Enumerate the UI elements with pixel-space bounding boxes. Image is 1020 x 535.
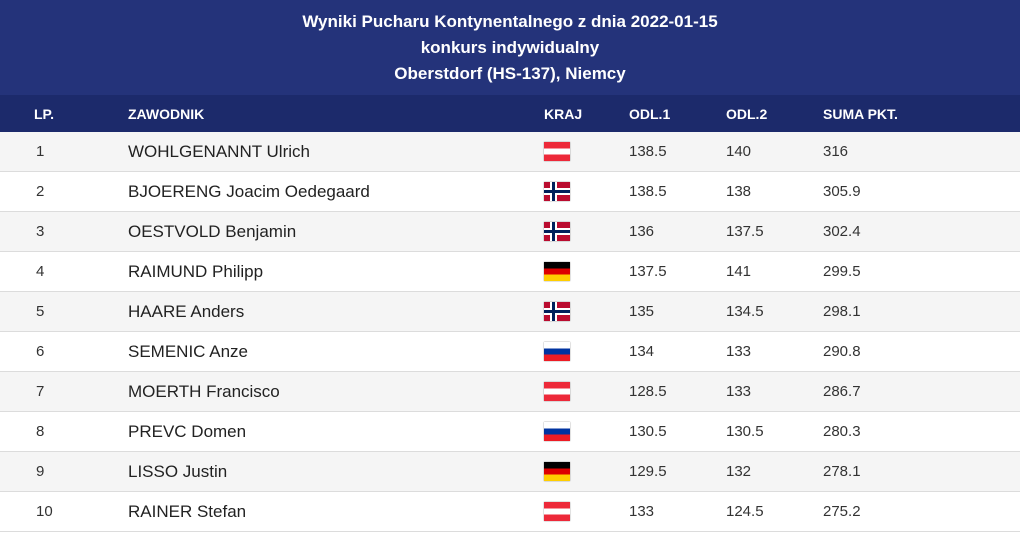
jump1-cell: 128.5 <box>629 383 667 400</box>
jump2-cell: 140 <box>726 143 752 160</box>
table-row: 9 LISSO Justin 129.5 132 278.1 <box>0 452 1020 492</box>
total-cell: 290.8 <box>823 343 861 360</box>
austria-flag-icon <box>544 502 570 521</box>
rank-cell: 1 <box>36 143 45 160</box>
athlete-name[interactable]: RAINER Stefan <box>128 501 247 521</box>
total-cell: 280.3 <box>823 423 861 440</box>
table-row: 2 BJOERENG Joacim Oedegaard 138.5 138 30… <box>0 172 1020 212</box>
jump1-cell: 133 <box>629 503 655 520</box>
total-cell: 298.1 <box>823 303 861 320</box>
athlete-name[interactable]: OESTVOLD Benjamin <box>128 221 297 241</box>
slovenia-flag-icon <box>544 422 570 441</box>
rank-cell: 10 <box>36 503 53 520</box>
table-row: 1 WOHLGENANNT Ulrich 138.5 140 316 <box>0 132 1020 172</box>
athlete-name[interactable]: MOERTH Francisco <box>128 381 280 401</box>
results-title: Wyniki Pucharu Kontynentalnego z dnia 20… <box>302 12 718 31</box>
athlete-name[interactable]: RAIMUND Philipp <box>128 261 264 281</box>
jump2-cell: 130.5 <box>726 423 764 440</box>
rank-cell: 7 <box>36 383 45 400</box>
table-header: LP. ZAWODNIK KRAJ ODL.1 ODL.2 SUMA PKT. <box>0 95 1020 132</box>
germany-flag-icon <box>544 462 570 481</box>
jump2-cell: 133 <box>726 383 752 400</box>
country-cell <box>544 422 629 441</box>
table-row: 10 RAINER Stefan 133 124.5 275.2 <box>0 492 1020 532</box>
athlete-name[interactable]: PREVC Domen <box>128 421 247 441</box>
jump2-cell: 134.5 <box>726 303 764 320</box>
rank-cell: 2 <box>36 183 45 200</box>
athlete-name[interactable]: HAARE Anders <box>128 301 245 321</box>
jump1-cell: 130.5 <box>629 423 667 440</box>
col-header-name: ZAWODNIK <box>128 105 205 122</box>
country-cell <box>544 182 629 201</box>
germany-flag-icon <box>544 262 570 281</box>
competition-type: konkurs indywidualny <box>420 38 600 57</box>
athlete-name[interactable]: SEMENIC Anze <box>128 341 248 361</box>
rank-cell: 4 <box>36 263 45 280</box>
country-cell <box>544 342 629 361</box>
jump1-cell: 129.5 <box>629 463 667 480</box>
country-cell <box>544 302 629 321</box>
results-table-body: 1 WOHLGENANNT Ulrich 138.5 140 316 2 BJO… <box>0 132 1020 532</box>
total-cell: 305.9 <box>823 183 861 200</box>
rank-cell: 8 <box>36 423 45 440</box>
country-cell <box>544 262 629 281</box>
table-row: 5 HAARE Anders 135 134.5 298.1 <box>0 292 1020 332</box>
jump1-cell: 138.5 <box>629 143 667 160</box>
jump1-cell: 134 <box>629 343 655 360</box>
athlete-name[interactable]: BJOERENG Joacim Oedegaard <box>128 181 370 201</box>
jump1-cell: 136 <box>629 223 655 240</box>
norway-flag-icon <box>544 182 570 201</box>
jump2-cell: 124.5 <box>726 503 764 520</box>
country-cell <box>544 142 629 161</box>
country-cell <box>544 462 629 481</box>
total-cell: 302.4 <box>823 223 861 240</box>
rank-cell: 9 <box>36 463 45 480</box>
table-row: 6 SEMENIC Anze 134 133 290.8 <box>0 332 1020 372</box>
rank-cell: 3 <box>36 223 45 240</box>
rank-cell: 5 <box>36 303 45 320</box>
total-cell: 275.2 <box>823 503 861 520</box>
jump1-cell: 138.5 <box>629 183 667 200</box>
table-row: 7 MOERTH Francisco 128.5 133 286.7 <box>0 372 1020 412</box>
col-header-total: SUMA PKT. <box>823 105 898 122</box>
jump2-cell: 137.5 <box>726 223 764 240</box>
jump2-cell: 138 <box>726 183 752 200</box>
rank-cell: 6 <box>36 343 45 360</box>
norway-flag-icon <box>544 302 570 321</box>
col-header-country: KRAJ <box>544 105 583 122</box>
jump1-cell: 137.5 <box>629 263 667 280</box>
table-row: 3 OESTVOLD Benjamin 136 137.5 302.4 <box>0 212 1020 252</box>
total-cell: 286.7 <box>823 383 861 400</box>
slovenia-flag-icon <box>544 342 570 361</box>
athlete-name[interactable]: WOHLGENANNT Ulrich <box>128 141 310 161</box>
austria-flag-icon <box>544 382 570 401</box>
norway-flag-icon <box>544 222 570 241</box>
col-header-jump2: ODL.2 <box>726 105 768 122</box>
country-cell <box>544 382 629 401</box>
total-cell: 316 <box>823 143 849 160</box>
results-header: Wyniki Pucharu Kontynentalnego z dnia 20… <box>0 0 1020 95</box>
total-cell: 278.1 <box>823 463 861 480</box>
jump2-cell: 141 <box>726 263 752 280</box>
col-header-jump1: ODL.1 <box>629 105 671 122</box>
col-header-lp: LP. <box>34 105 54 122</box>
table-row: 4 RAIMUND Philipp 137.5 141 299.5 <box>0 252 1020 292</box>
table-row: 8 PREVC Domen 130.5 130.5 280.3 <box>0 412 1020 452</box>
athlete-name[interactable]: LISSO Justin <box>128 461 228 481</box>
jump1-cell: 135 <box>629 303 655 320</box>
venue-label: Oberstdorf (HS-137), Niemcy <box>394 64 626 83</box>
total-cell: 299.5 <box>823 263 861 280</box>
country-cell <box>544 222 629 241</box>
austria-flag-icon <box>544 142 570 161</box>
jump2-cell: 132 <box>726 463 752 480</box>
country-cell <box>544 502 629 521</box>
jump2-cell: 133 <box>726 343 752 360</box>
